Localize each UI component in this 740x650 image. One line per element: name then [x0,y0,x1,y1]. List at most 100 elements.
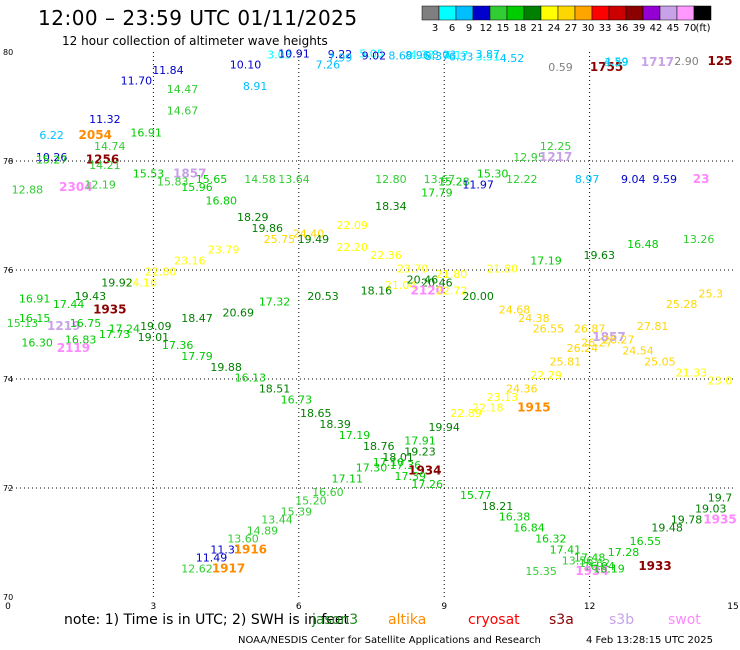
wave-height-label: 18.21 [482,500,514,513]
wave-height-label: 17.11 [332,473,364,486]
wave-height-label: 17.36 [162,339,194,352]
x-tick-label: 6 [296,602,302,612]
wave-height-label: 12.19 [84,178,116,191]
wave-height-label: 4.32 [410,48,435,61]
wave-height-label: 17.39 [395,470,427,483]
wave-height-label: 24.54 [622,344,654,357]
legend-tick-label: 3 [432,23,438,34]
pass-time-label: 1857 [592,330,625,344]
wave-height-label: 15.27 [36,154,68,167]
pass-time-label: 1256 [86,153,119,167]
legend-tick-label: 27 [565,23,578,34]
wave-height-label: 16.94 [584,560,616,573]
wave-height-label: 19.09 [140,320,172,333]
wave-height-label: 16.83 [65,334,97,347]
wave-height-label: 13.67 [424,173,456,186]
wave-height-label: 17.30 [356,462,388,475]
footer-timestamp: 4 Feb 13:28:15 UTC 2025 [586,635,713,646]
wave-height-label: 3.87 [476,48,501,61]
wave-height-label: 25.75 [264,233,296,246]
wave-height-label: 16.91 [19,293,51,306]
wave-height-label: 13.64 [278,173,310,186]
pass-time-label: 1934 [408,463,441,477]
wave-height-label: 15.83 [157,176,189,189]
wave-height-label: 20.69 [222,306,254,319]
wave-height-label: 17.36 [390,459,422,472]
wave-height-label: 13.56 [562,554,594,567]
satellite-label-cryosat: cryosat [468,612,520,628]
pass-time-label: 1857 [173,166,206,180]
wave-height-label: 22.09 [336,219,368,232]
wave-height-label: 18.34 [375,200,407,213]
y-tick-label: 72 [3,484,13,493]
wave-height-label: 15.77 [460,489,492,502]
pass-time-label: 2304 [59,180,92,194]
wave-height-label: 2.90 [674,55,699,68]
footnote: note: 1) Time is in UTC; 2) SWH is in fe… [64,612,350,628]
wave-height-label: 17.91 [404,434,436,447]
wave-height-label: 17.44 [53,298,85,311]
wave-height-label: 9.04 [621,173,646,186]
wave-height-label: 12.80 [375,173,407,186]
wave-height-label: 23.0 [708,374,733,387]
wave-height-label: 16.60 [312,486,344,499]
wave-height-label: 22.29 [530,369,562,382]
wave-height-label: 24.36 [506,383,538,396]
wave-height-label: 16.19 [593,562,625,575]
wave-height-label: 6.22 [39,129,64,142]
pass-time-label: 1717 [641,55,674,69]
wave-height-label: 13.26 [683,233,715,246]
legend-tick-label: 15 [497,23,510,34]
wave-height-label: 15.62 [579,557,611,570]
wave-height-label: 25.3 [699,287,724,300]
satellite-label-jason3: jason3 [312,612,359,628]
pass-time-label: 2120 [411,284,444,298]
wave-height-label: 14.74 [94,140,126,153]
wave-height-label: 25.81 [550,355,582,368]
wave-height-label: 17.28 [608,546,640,559]
pass-time-label: 2119 [57,341,90,355]
wave-height-label: 14.47 [167,83,199,96]
wave-height-label: 0.59 [548,61,573,74]
wave-height-label: 17.19 [530,255,562,268]
y-tick-label: 78 [3,157,13,166]
wave-height-label: 11.49 [196,552,228,565]
legend-tick-label: 45 [667,23,680,34]
wave-height-label: 18.01 [382,451,414,464]
wave-height-label: 22.80 [145,265,177,278]
wave-height-label: 20.46 [421,276,453,289]
wave-height-label: 16.32 [535,533,567,546]
wave-height-label: 19.43 [75,290,107,303]
satellite-label-s3b: s3b [609,612,635,628]
wave-height-label: 9.22 [328,48,353,61]
legend-tick-label: 12 [480,23,493,34]
wave-height-label: 12.22 [506,173,538,186]
wave-height-label: 11.97 [462,178,494,191]
wave-height-label: 12.25 [540,140,572,153]
wave-height-label: 8.96 [405,49,430,62]
pass-time-label: 1219 [47,319,80,333]
wave-height-label: 24.16 [126,276,158,289]
legend-tick-label: 70 [684,23,697,34]
legend-tick-label: 18 [514,23,527,34]
y-tick-label: 70 [3,593,13,602]
legend-tick-label: 24 [548,23,561,34]
wave-height-label: 19.94 [428,421,460,434]
wave-height-label: 5.05 [359,48,384,61]
wave-height-label: 16.13 [235,372,267,385]
wave-height-label: 20.46 [407,274,439,287]
wave-height-label: 4.52 [500,52,525,65]
pass-time-label: 125 [707,54,732,68]
wave-height-label: 8.97 [575,173,600,186]
wave-height-label: 25.05 [644,355,676,368]
wave-height-label: 17.26 [411,478,443,491]
wave-height-label: 16.84 [513,522,545,535]
wave-height-label: 16.73 [281,394,313,407]
wave-height-label: 19.63 [584,249,616,262]
wave-height-label: 18.39 [319,418,351,431]
wave-height-label: 8.91 [243,80,268,93]
pass-time-label: 1917 [212,561,245,575]
wave-height-label: 19.03 [695,503,727,516]
wave-height-label: 17.79 [421,186,453,199]
